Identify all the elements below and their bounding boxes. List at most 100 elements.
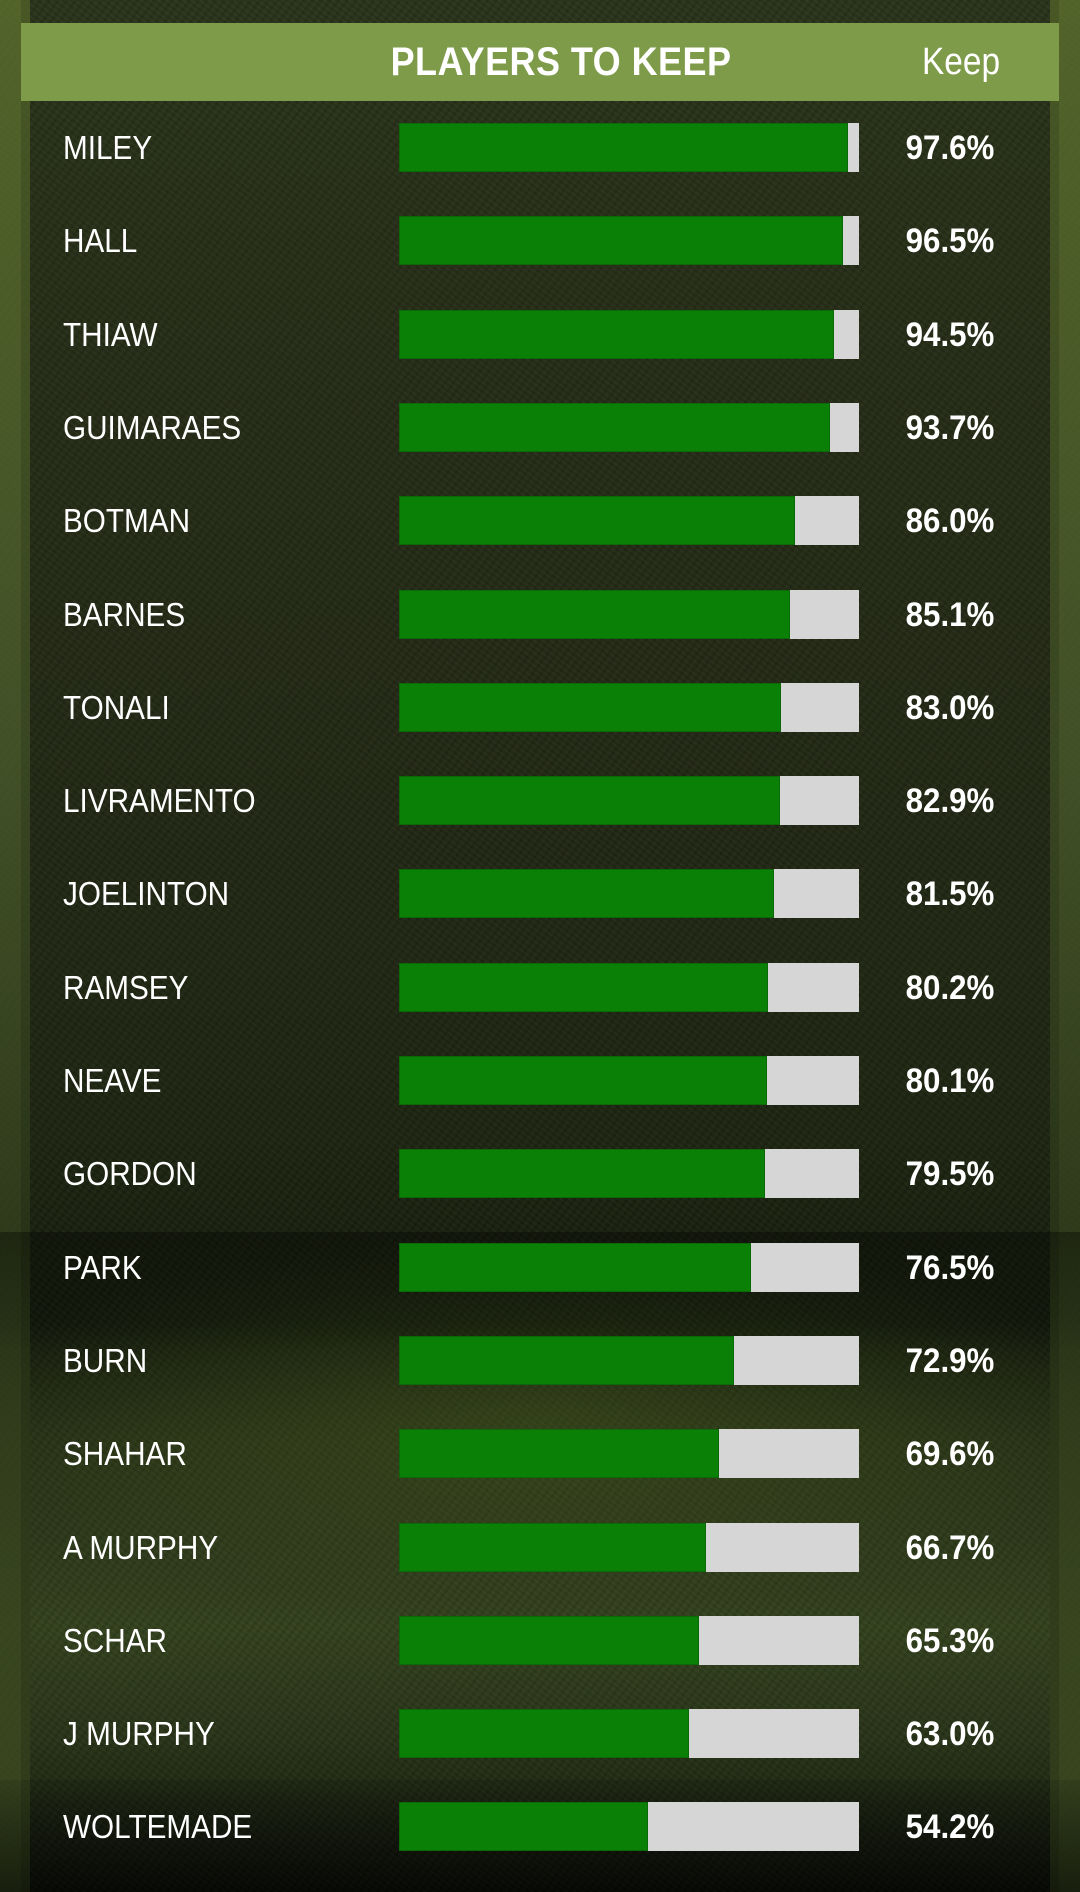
player-name-label: NEAVE (63, 1062, 162, 1099)
bar-fill (399, 309, 834, 359)
player-name-label: GORDON (63, 1155, 197, 1193)
keep-percentage-label: 76.5% (905, 1248, 995, 1287)
bar-fill (399, 1056, 768, 1105)
keep-percentage-label: 86.0% (905, 502, 995, 541)
keep-percentage-label: 79.5% (905, 1155, 995, 1194)
bar-track (399, 1802, 859, 1852)
keep-percentage-label: 96.5% (905, 222, 995, 261)
keep-percentage-label: 85.1% (905, 595, 995, 634)
bar-track (399, 1242, 859, 1292)
bar-track (399, 869, 859, 919)
chart-header: PLAYERS TO KEEP Keep (21, 23, 1059, 101)
bar-fill (399, 1429, 720, 1479)
chart-title: PLAYERS TO KEEP (390, 40, 732, 84)
player-name-label: BOTMAN (63, 502, 191, 540)
bar-track (399, 402, 859, 452)
player-name-label: BARNES (63, 595, 186, 633)
bar-fill (399, 682, 781, 732)
player-name-label: A MURPHY (63, 1528, 219, 1566)
bar-row: TONALI 83.0% (0, 678, 1080, 738)
bar-track (399, 776, 859, 826)
player-name-label: WOLTEMADE (63, 1808, 253, 1846)
bar-fill (399, 1522, 706, 1572)
bar-fill (399, 589, 791, 639)
bar-fill (399, 1242, 751, 1292)
bar-track (399, 1615, 859, 1665)
bar-fill (399, 776, 781, 826)
bar-row: LIVRAMENTO 82.9% (0, 771, 1080, 831)
bar-row: GUIMARAES 93.7% (0, 398, 1080, 458)
bar-row: RAMSEY 80.2% (0, 958, 1080, 1018)
player-name-label: THIAW (63, 315, 158, 353)
bar-row: MILEY 97.6% (0, 118, 1080, 178)
keep-percentage-label: 80.2% (905, 968, 995, 1007)
bar-row: SCHAR 65.3% (0, 1611, 1080, 1671)
keep-percentage-label: 82.9% (905, 782, 995, 821)
bar-track (399, 1429, 859, 1479)
player-name-label: PARK (63, 1248, 142, 1286)
bar-fill (399, 402, 831, 452)
player-name-label: LIVRAMENTO (63, 782, 256, 820)
bar-fill (399, 869, 774, 919)
keep-percentage-label: 65.3% (905, 1621, 995, 1660)
bar-fill (399, 496, 795, 546)
bar-track (399, 1709, 859, 1759)
bar-row: JOELINTON 81.5% (0, 864, 1080, 924)
bar-fill (399, 1802, 649, 1852)
player-name-label: RAMSEY (63, 968, 189, 1006)
bar-track (399, 496, 859, 546)
bar-track (399, 1522, 859, 1572)
keep-percentage-label: 66.7% (905, 1528, 995, 1567)
background-edge-left (0, 0, 30, 1892)
keep-percentage-label: 63.0% (905, 1715, 995, 1754)
bar-track (399, 123, 859, 172)
keep-percentage-label: 54.2% (905, 1808, 995, 1847)
bar-track (399, 216, 859, 266)
bar-fill (399, 962, 768, 1012)
player-name-label: SHAHAR (63, 1435, 187, 1473)
bar-fill (399, 1709, 689, 1759)
keep-percentage-label: 81.5% (905, 875, 995, 914)
player-name-label: SCHAR (63, 1621, 167, 1659)
bar-row: PARK 76.5% (0, 1238, 1080, 1298)
player-name-label: BURN (63, 1341, 148, 1379)
bar-row: A MURPHY 66.7% (0, 1518, 1080, 1578)
player-name-label: GUIMARAES (63, 408, 242, 446)
bar-track (399, 1335, 859, 1385)
bar-track (399, 309, 859, 359)
bar-track (399, 1149, 859, 1199)
keep-percentage-label: 80.1% (905, 1062, 995, 1100)
player-name-label: HALL (63, 222, 138, 260)
bar-fill (399, 1335, 735, 1385)
player-name-label: J MURPHY (63, 1715, 215, 1753)
keep-percentage-label: 83.0% (905, 688, 995, 727)
bar-row: BURN 72.9% (0, 1331, 1080, 1391)
keep-percentage-label: 94.5% (905, 315, 995, 354)
bar-track (399, 962, 859, 1012)
player-name-label: MILEY (63, 129, 153, 166)
player-name-label: JOELINTON (63, 875, 230, 913)
bar-row: HALL 96.5% (0, 211, 1080, 271)
background-edge-right (1050, 0, 1080, 1892)
bar-row: THIAW 94.5% (0, 305, 1080, 365)
bar-fill (399, 216, 843, 266)
bar-row: SHAHAR 69.6% (0, 1424, 1080, 1484)
keep-column-label: Keep (921, 41, 1001, 83)
bar-track (399, 682, 859, 732)
bar-row: BOTMAN 86.0% (0, 491, 1080, 551)
keep-percentage-label: 69.6% (905, 1435, 995, 1474)
bar-track (399, 589, 859, 639)
bar-row: NEAVE 80.1% (0, 1051, 1080, 1111)
bar-fill (399, 1615, 700, 1665)
bar-row: J MURPHY 63.0% (0, 1704, 1080, 1764)
bar-row: WOLTEMADE 54.2% (0, 1797, 1080, 1857)
keep-percentage-label: 72.9% (905, 1341, 995, 1380)
keep-percentage-label: 93.7% (905, 408, 995, 447)
bar-track (399, 1056, 859, 1105)
bar-row: BARNES 85.1% (0, 585, 1080, 645)
player-name-label: TONALI (63, 688, 170, 726)
keep-percentage-label: 97.6% (905, 129, 995, 167)
bar-fill (399, 123, 848, 172)
bar-fill (399, 1149, 765, 1199)
